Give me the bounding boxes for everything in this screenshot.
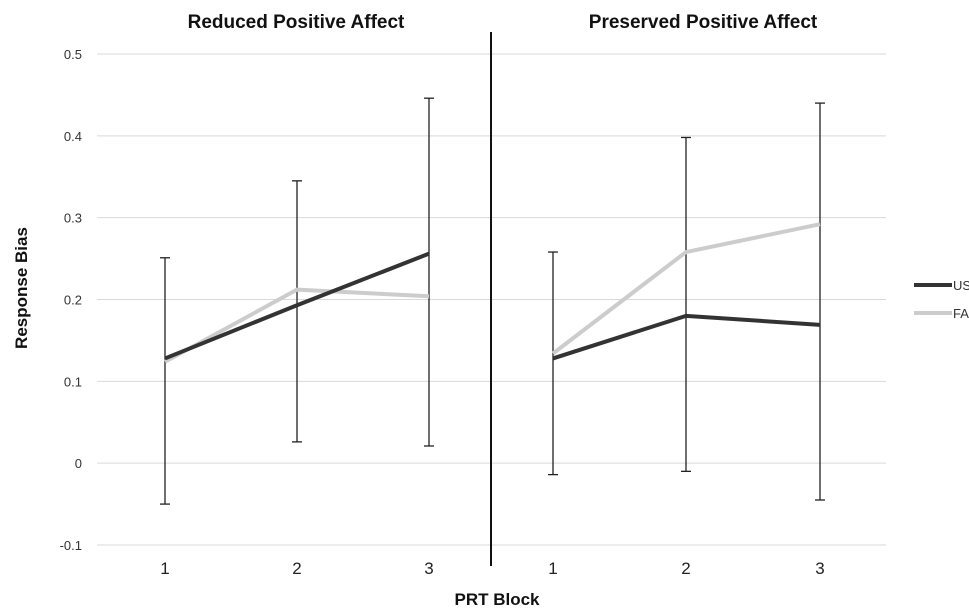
y-axis-label: Response Bias xyxy=(12,227,31,349)
series-line-us xyxy=(552,313,821,361)
series-line-fa xyxy=(164,287,430,364)
x-tick-label: 2 xyxy=(681,559,690,578)
legend-label-fa: FA xyxy=(953,306,969,321)
x-tick-label: 1 xyxy=(548,559,557,578)
legend-label-us: US xyxy=(953,278,969,293)
legend: US FA xyxy=(914,278,969,321)
y-tick-label: 0 xyxy=(75,456,82,471)
x-tick-label: 3 xyxy=(815,559,824,578)
series-line-fa xyxy=(551,222,821,356)
y-tick-label: -0.1 xyxy=(60,538,82,553)
panel-title: Preserved Positive Affect xyxy=(589,12,818,33)
x-axis-label: PRT Block xyxy=(454,590,540,609)
y-tick-label: 0.4 xyxy=(64,129,82,144)
x-tick-label: 2 xyxy=(292,559,301,578)
y-tick-label: 0.5 xyxy=(64,47,82,62)
y-tick-label: 0.1 xyxy=(64,374,82,389)
panel-title: Reduced Positive Affect xyxy=(188,12,405,33)
y-tick-label: 0.3 xyxy=(64,211,82,226)
x-tick-label: 3 xyxy=(424,559,433,578)
x-tick-label: 1 xyxy=(160,559,169,578)
series-line-us xyxy=(164,251,430,361)
y-tick-label: 0.2 xyxy=(64,293,82,308)
